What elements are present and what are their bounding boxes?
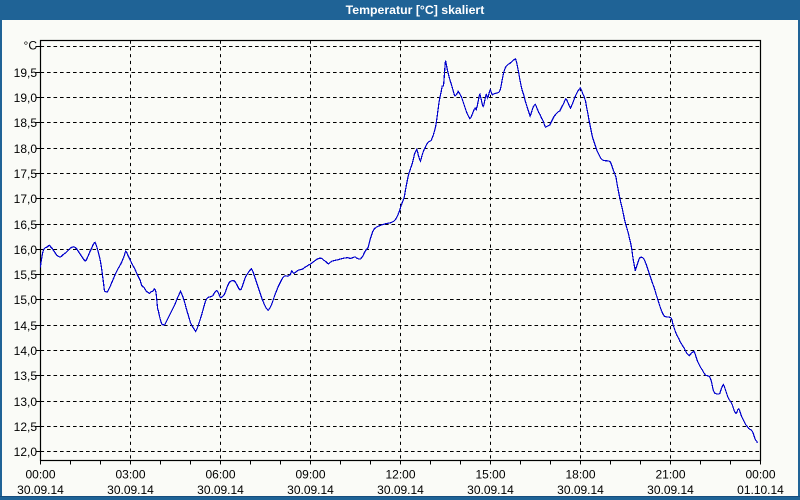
svg-text:01.10.14: 01.10.14: [737, 483, 784, 497]
svg-text:18,5: 18,5: [14, 116, 38, 130]
svg-text:06:00: 06:00: [205, 468, 235, 482]
svg-text:17,0: 17,0: [14, 192, 38, 206]
svg-text:18,0: 18,0: [14, 142, 38, 156]
svg-text:12,0: 12,0: [14, 445, 38, 459]
svg-text:12,5: 12,5: [14, 420, 38, 434]
svg-text:12:00: 12:00: [385, 468, 415, 482]
svg-text:15:00: 15:00: [475, 468, 505, 482]
svg-text:13,0: 13,0: [14, 395, 38, 409]
svg-text:16,5: 16,5: [14, 218, 38, 232]
svg-text:21:00: 21:00: [655, 468, 685, 482]
svg-text:18:00: 18:00: [565, 468, 595, 482]
svg-text:03:00: 03:00: [115, 468, 145, 482]
svg-text:Temperatur [°C] skaliert: Temperatur [°C] skaliert: [346, 3, 485, 17]
svg-text:16,0: 16,0: [14, 243, 38, 257]
svg-text:14,5: 14,5: [14, 319, 38, 333]
svg-text:19,0: 19,0: [14, 91, 38, 105]
svg-text:00:00: 00:00: [745, 468, 775, 482]
svg-text:30.09.14: 30.09.14: [107, 483, 154, 497]
svg-text:30.09.14: 30.09.14: [197, 483, 244, 497]
svg-text:30.09.14: 30.09.14: [17, 483, 64, 497]
svg-text:30.09.14: 30.09.14: [467, 483, 514, 497]
svg-text:19,5: 19,5: [14, 66, 38, 80]
svg-text:30.09.14: 30.09.14: [377, 483, 424, 497]
svg-text:15,5: 15,5: [14, 268, 38, 282]
svg-text:°C: °C: [24, 39, 38, 53]
svg-text:30.09.14: 30.09.14: [647, 483, 694, 497]
svg-text:30.09.14: 30.09.14: [557, 483, 604, 497]
svg-text:17,5: 17,5: [14, 167, 38, 181]
svg-text:15,0: 15,0: [14, 293, 38, 307]
svg-text:14,0: 14,0: [14, 344, 38, 358]
svg-text:00:00: 00:00: [25, 468, 55, 482]
svg-text:13,5: 13,5: [14, 369, 38, 383]
svg-text:30.09.14: 30.09.14: [287, 483, 334, 497]
svg-text:09:00: 09:00: [295, 468, 325, 482]
